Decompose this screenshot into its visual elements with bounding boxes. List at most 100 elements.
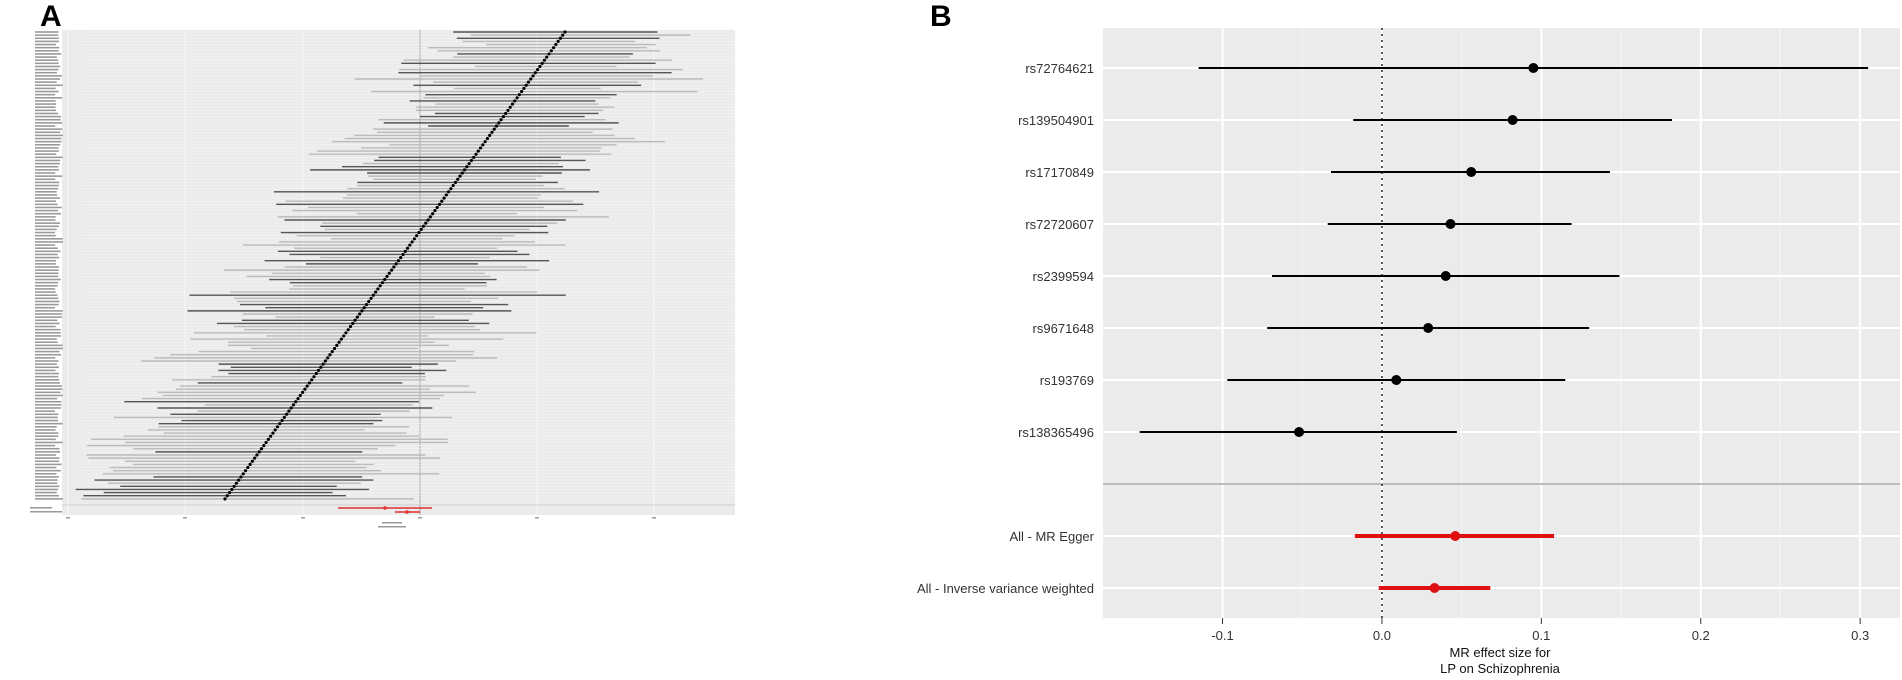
plot-a-point [371,293,375,297]
plot-a-snp-label [35,498,63,500]
panel-a-label: A [40,0,62,33]
plot-a-snp-label [35,476,59,478]
plot-a-point [561,33,565,37]
plot-a-snp-label [35,37,59,40]
plot-a-snp-label [35,128,63,130]
snp-label: rs9671648 [1033,321,1094,336]
plot-a-snp-label [35,212,62,215]
plot-a-snp-label [35,241,63,243]
plot-a-point [383,277,387,282]
plot-a-point [353,318,357,322]
plot-a-point [424,221,428,225]
plot-a-snp-label [35,319,58,322]
plot-a-point [437,202,442,206]
plot-b-x-axis: -0.1 0.0 0.1 0.2 0.3 [1211,618,1869,643]
plot-a-snp-label [35,306,56,309]
plot-a-snp-label [35,81,57,83]
plot-a-point [275,425,280,429]
plot-a-point [314,371,318,376]
plot-a-snp-label [35,422,63,425]
plot-a-snp-label [35,325,56,328]
plot-a-point [412,237,416,241]
plot-a-point [421,224,426,228]
plot-a-snp-label [35,281,59,284]
plot-a-tick-label [652,517,656,519]
plot-a-point [269,434,273,438]
plot-a-point [449,187,453,191]
plot-a-snp-label [35,137,62,140]
plot-a-point [342,334,346,338]
plot-a-point [337,340,341,344]
plot-a-snp-label [35,140,62,143]
snp-point [1440,271,1451,281]
plot-a-point [339,337,343,341]
plot-a-point [428,215,432,219]
plot-a-point [230,487,234,492]
plot-a-point [501,115,505,119]
plot-a-snp-label [35,441,63,444]
plot-a-point [278,422,282,426]
plot-a-summary-point [405,510,409,514]
plot-a-point [223,497,227,501]
plot-a-point [346,328,350,332]
plot-a-snp-label [35,400,62,403]
plot-a-point [504,111,508,116]
snp-label: rs139504901 [1018,113,1094,128]
plot-a-snp-label [35,419,59,422]
plot-a-point [460,171,464,175]
plot-a-point [280,418,284,423]
plot-a-snp-label [35,56,57,58]
plot-a-snp-label [35,266,60,268]
plot-a-snp-label [35,153,57,155]
plot-a-snp-label [35,84,63,87]
plot-a-snp-label [35,407,61,409]
plot-a-snp-label [35,310,63,312]
plot-a-snp-label [35,491,57,494]
plot-a-snp-label [35,382,61,384]
plot-a-point [558,36,563,40]
plot-a-snp-label [35,297,59,300]
plot-a-point [378,284,382,288]
plot-a-snp-label [35,71,57,74]
plot-a-point [476,149,480,153]
plot-a-point [533,71,537,75]
summary-label: All - MR Egger [1009,529,1094,544]
plot-a-point [273,428,277,432]
plot-a-snp-label [35,134,63,137]
plot-a-snp-label [35,206,62,209]
plot-a-point [237,478,241,482]
plot-a-point [250,459,254,463]
plot-a-snp-label [35,438,56,441]
plot-a-point [262,444,266,448]
plot-a-point [335,343,339,347]
plot-a-point [259,447,264,451]
plot-a-point [440,199,444,203]
plot-a-snp-label [35,288,56,290]
plot-a-point [310,378,314,382]
plot-a-tick-label [66,517,70,519]
plot-a-snp-label [35,397,58,400]
plot-a-snp-label [35,169,59,171]
plot-a-point [387,271,391,275]
plot-a-snp-label [35,394,63,397]
plot-a-point [364,303,369,307]
plot-a-snp-label [35,178,56,181]
plot-a-snp-label [35,360,59,362]
snp-label: rs17170849 [1025,165,1094,180]
plot-a-snp-label [35,97,62,99]
plot-a-point [410,240,414,244]
plot-a-snp-label [35,131,61,134]
plot-a-point [508,105,512,109]
panel-b-label: B [930,0,952,33]
plot-a-snp-label [35,43,56,46]
plot-a-summary [30,504,735,528]
plot-a-snp-label [35,344,63,347]
plot-a-point [478,146,483,150]
plot-a-point [492,127,496,131]
plot-a-snp-label [35,118,61,121]
snp-label: rs72720607 [1025,217,1094,232]
plot-a-point [376,287,380,291]
x-tick-label: 0.0 [1373,628,1391,643]
plot-a-snp-label [35,332,61,334]
plot-a-snp-label [35,200,57,202]
